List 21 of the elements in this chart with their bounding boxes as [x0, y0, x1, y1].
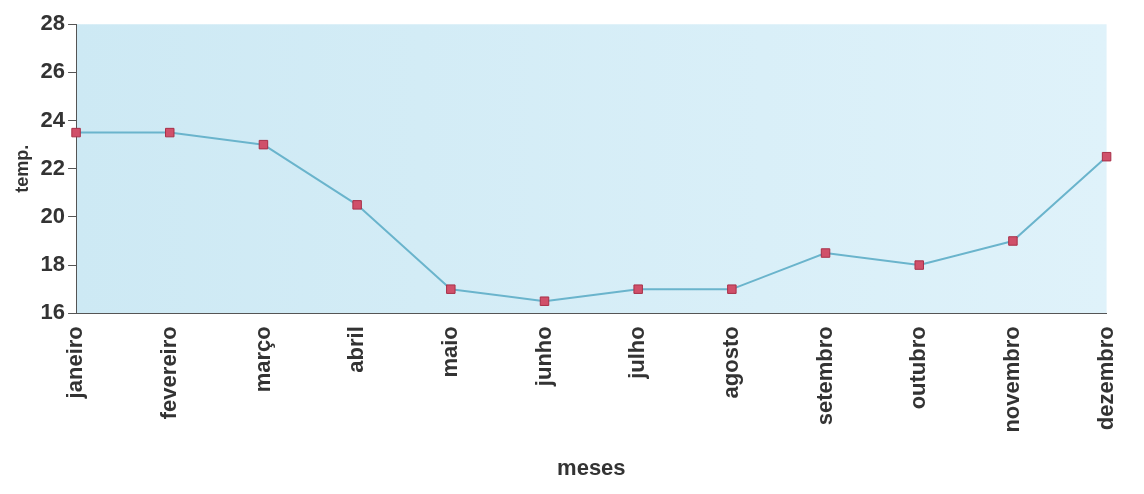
x-tick-label: dezembro [1092, 326, 1118, 431]
x-tick-label: abril [343, 326, 369, 373]
y-tick-label: 24 [40, 106, 66, 132]
x-tick-label: setembro [811, 326, 837, 426]
y-tick-label: 28 [40, 10, 66, 36]
y-tick-label: 20 [40, 202, 66, 228]
x-tick-label: janeiro [62, 326, 88, 400]
x-tick-label: junho [530, 326, 556, 388]
x-tick-label: maio [436, 326, 462, 378]
y-tick-label: 22 [40, 154, 66, 180]
x-tick-label: julho [624, 326, 650, 380]
x-axis-title: meses [557, 454, 626, 480]
x-tick-label: outubro [905, 326, 931, 410]
y-tick-label: 16 [40, 299, 66, 325]
x-tick-label: março [249, 326, 275, 393]
x-tick-label: fevereiro [155, 326, 181, 420]
x-tick-label: agosto [717, 326, 743, 399]
y-tick-label: 18 [40, 251, 66, 277]
y-axis-title: temp. [11, 144, 32, 193]
x-tick-label: novembro [998, 326, 1024, 433]
y-tick-label: 26 [40, 58, 66, 84]
